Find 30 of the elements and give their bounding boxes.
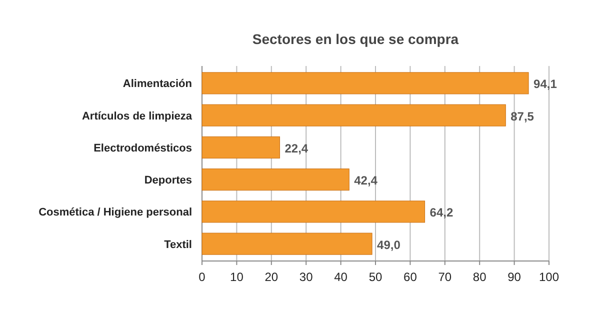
y-tick-label: Alimentación [122, 78, 192, 90]
x-tick-label: 10 [230, 270, 244, 284]
bar [202, 104, 506, 126]
bar [202, 168, 350, 191]
x-tick-label: 20 [264, 270, 278, 284]
chart-title: Sectores en los que se compra [252, 31, 459, 47]
data-label: 22,4 [284, 141, 308, 156]
y-tick-label: Cosmética / Higiene personal [38, 206, 192, 219]
bar [202, 136, 280, 158]
x-tick-label: 80 [472, 270, 487, 284]
x-tick-label: 70 [438, 270, 452, 284]
data-label: 94,1 [534, 77, 558, 92]
x-tick-label: 60 [404, 270, 418, 284]
x-tick-label: 0 [198, 270, 206, 284]
y-tick-label: Textil [164, 238, 192, 251]
x-tick-label: 50 [368, 270, 382, 284]
data-label: 42,4 [354, 174, 378, 188]
data-label: 87,5 [510, 109, 534, 124]
y-tick-label: Electrodomésticos [94, 142, 192, 154]
y-tick-label: Artículos de limpieza [82, 110, 193, 122]
data-label: 49,0 [377, 238, 401, 252]
x-tick-label: 100 [538, 270, 560, 284]
x-tick-label: 40 [334, 270, 348, 284]
bar [202, 232, 372, 255]
x-tick-label: 90 [508, 270, 522, 284]
x-tick-label: 30 [299, 270, 314, 284]
bar [202, 72, 529, 94]
y-tick-label: Deportes [144, 174, 192, 187]
bar [202, 200, 426, 223]
data-label: 64,2 [430, 206, 454, 220]
